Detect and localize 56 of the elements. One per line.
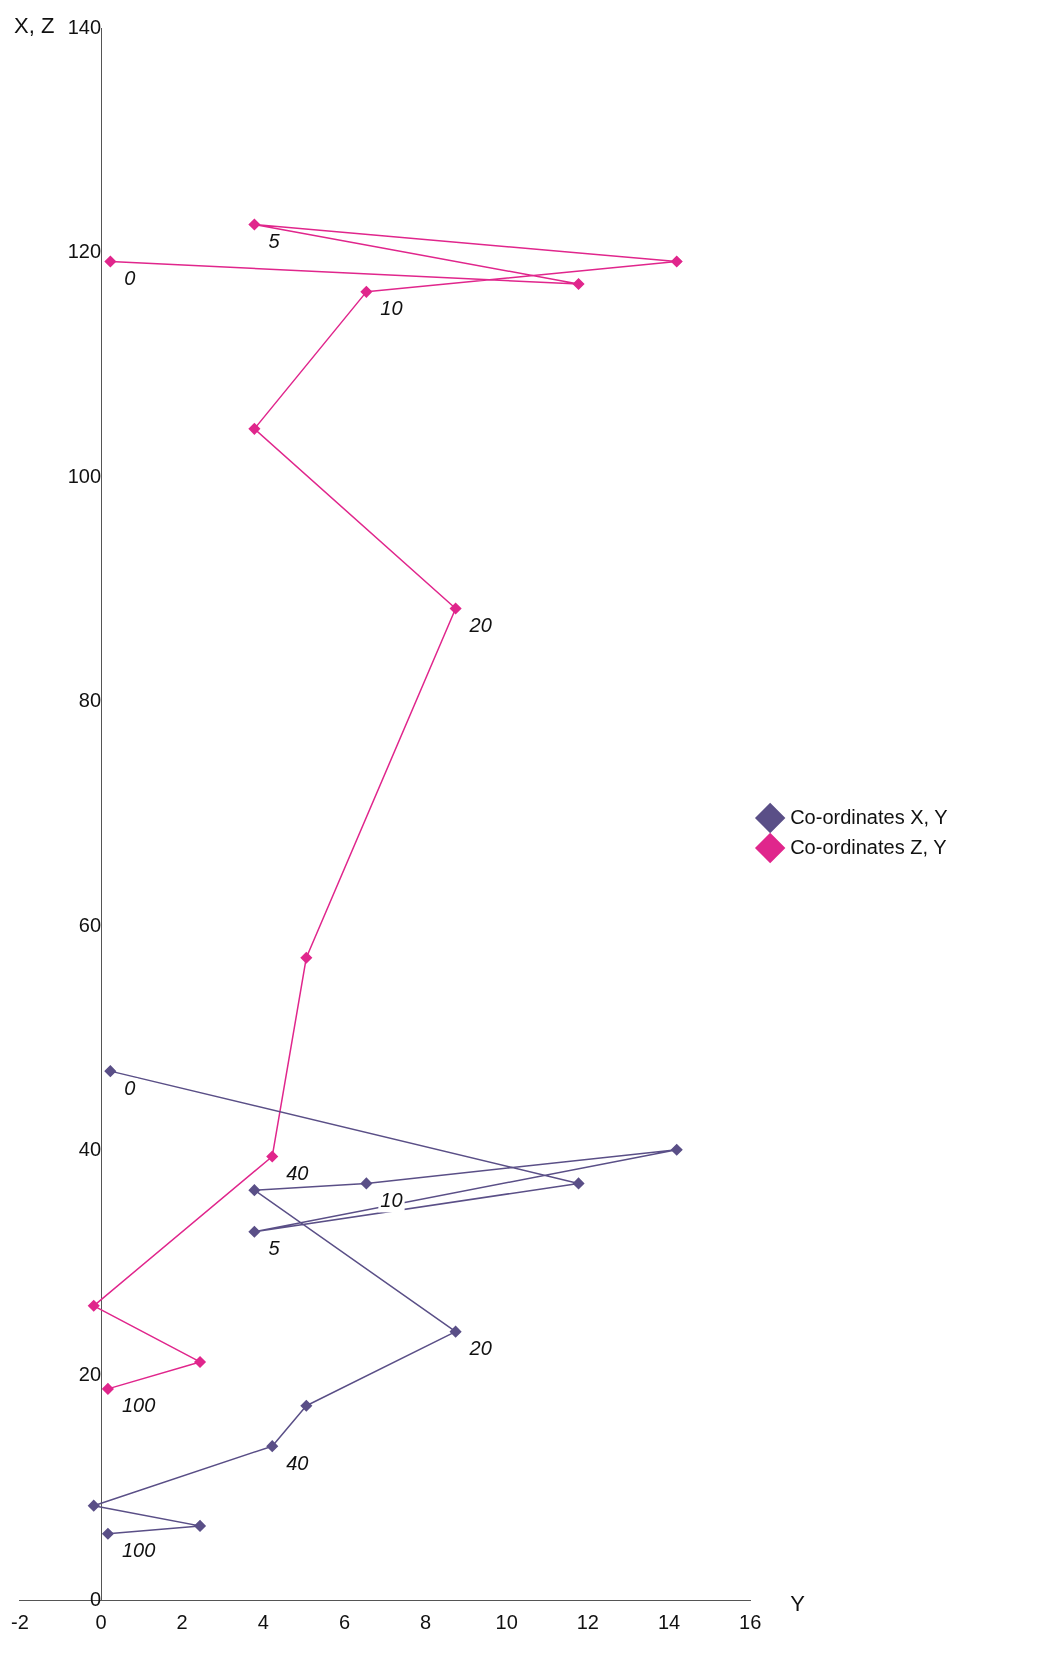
y-tick-label: 60 xyxy=(78,913,102,936)
point xyxy=(102,1383,114,1395)
point xyxy=(360,1177,373,1190)
point xyxy=(102,1528,114,1540)
y-tick-label: 40 xyxy=(78,1138,102,1161)
legend-label: Co-ordinates X, Y xyxy=(790,805,948,828)
point xyxy=(248,423,261,435)
annotation: 40 xyxy=(286,1451,309,1474)
x-tick-label: 14 xyxy=(657,1610,681,1633)
annotation: 100 xyxy=(121,1539,156,1562)
x-tick-label: 2 xyxy=(176,1610,188,1633)
point xyxy=(300,951,313,964)
point xyxy=(449,602,462,615)
y-tick-label: 140 xyxy=(67,15,102,38)
point xyxy=(266,1440,278,1452)
point xyxy=(87,1300,100,1312)
point xyxy=(248,1225,261,1238)
point xyxy=(266,1150,278,1163)
annotation: 0 xyxy=(124,1076,136,1099)
point xyxy=(194,1356,206,1368)
y-tick-label: 120 xyxy=(67,240,102,263)
x-tick-label: 10 xyxy=(495,1610,518,1633)
point xyxy=(449,1325,462,1338)
point xyxy=(104,1065,117,1077)
annotation: 100 xyxy=(121,1394,156,1417)
annotation: 10 xyxy=(380,1188,403,1211)
annotation: 5 xyxy=(268,230,281,253)
point xyxy=(194,1520,206,1532)
annotation: 40 xyxy=(286,1162,309,1185)
annotation: 20 xyxy=(468,614,492,637)
x-tick-label: 16 xyxy=(739,1610,762,1633)
point xyxy=(87,1499,100,1512)
point xyxy=(248,1184,261,1196)
point xyxy=(300,1400,313,1412)
x-tick-label: -2 xyxy=(10,1610,29,1633)
y-tick-label: 80 xyxy=(78,689,102,712)
point xyxy=(670,1143,683,1156)
x-tick-label: 4 xyxy=(257,1610,269,1633)
legend-label: Co-ordinates Z, Y xyxy=(790,835,947,858)
x-tick-label: 12 xyxy=(576,1610,599,1633)
x-axis-title: Y xyxy=(790,1591,806,1617)
point xyxy=(360,286,373,298)
annotation: 20 xyxy=(468,1337,492,1360)
point xyxy=(248,218,261,231)
y-axis-title: X, Z xyxy=(14,13,55,39)
point xyxy=(572,278,585,290)
point xyxy=(104,255,117,268)
annotation: 10 xyxy=(380,297,403,320)
annotation: 0 xyxy=(124,267,136,290)
point xyxy=(670,255,683,268)
x-tick-label: 6 xyxy=(338,1610,351,1633)
x-tick-label: 8 xyxy=(420,1610,432,1633)
annotation: 5 xyxy=(268,1237,281,1260)
y-tick-label: 100 xyxy=(67,464,102,487)
point xyxy=(572,1177,585,1190)
y-tick-label: 20 xyxy=(78,1362,102,1385)
